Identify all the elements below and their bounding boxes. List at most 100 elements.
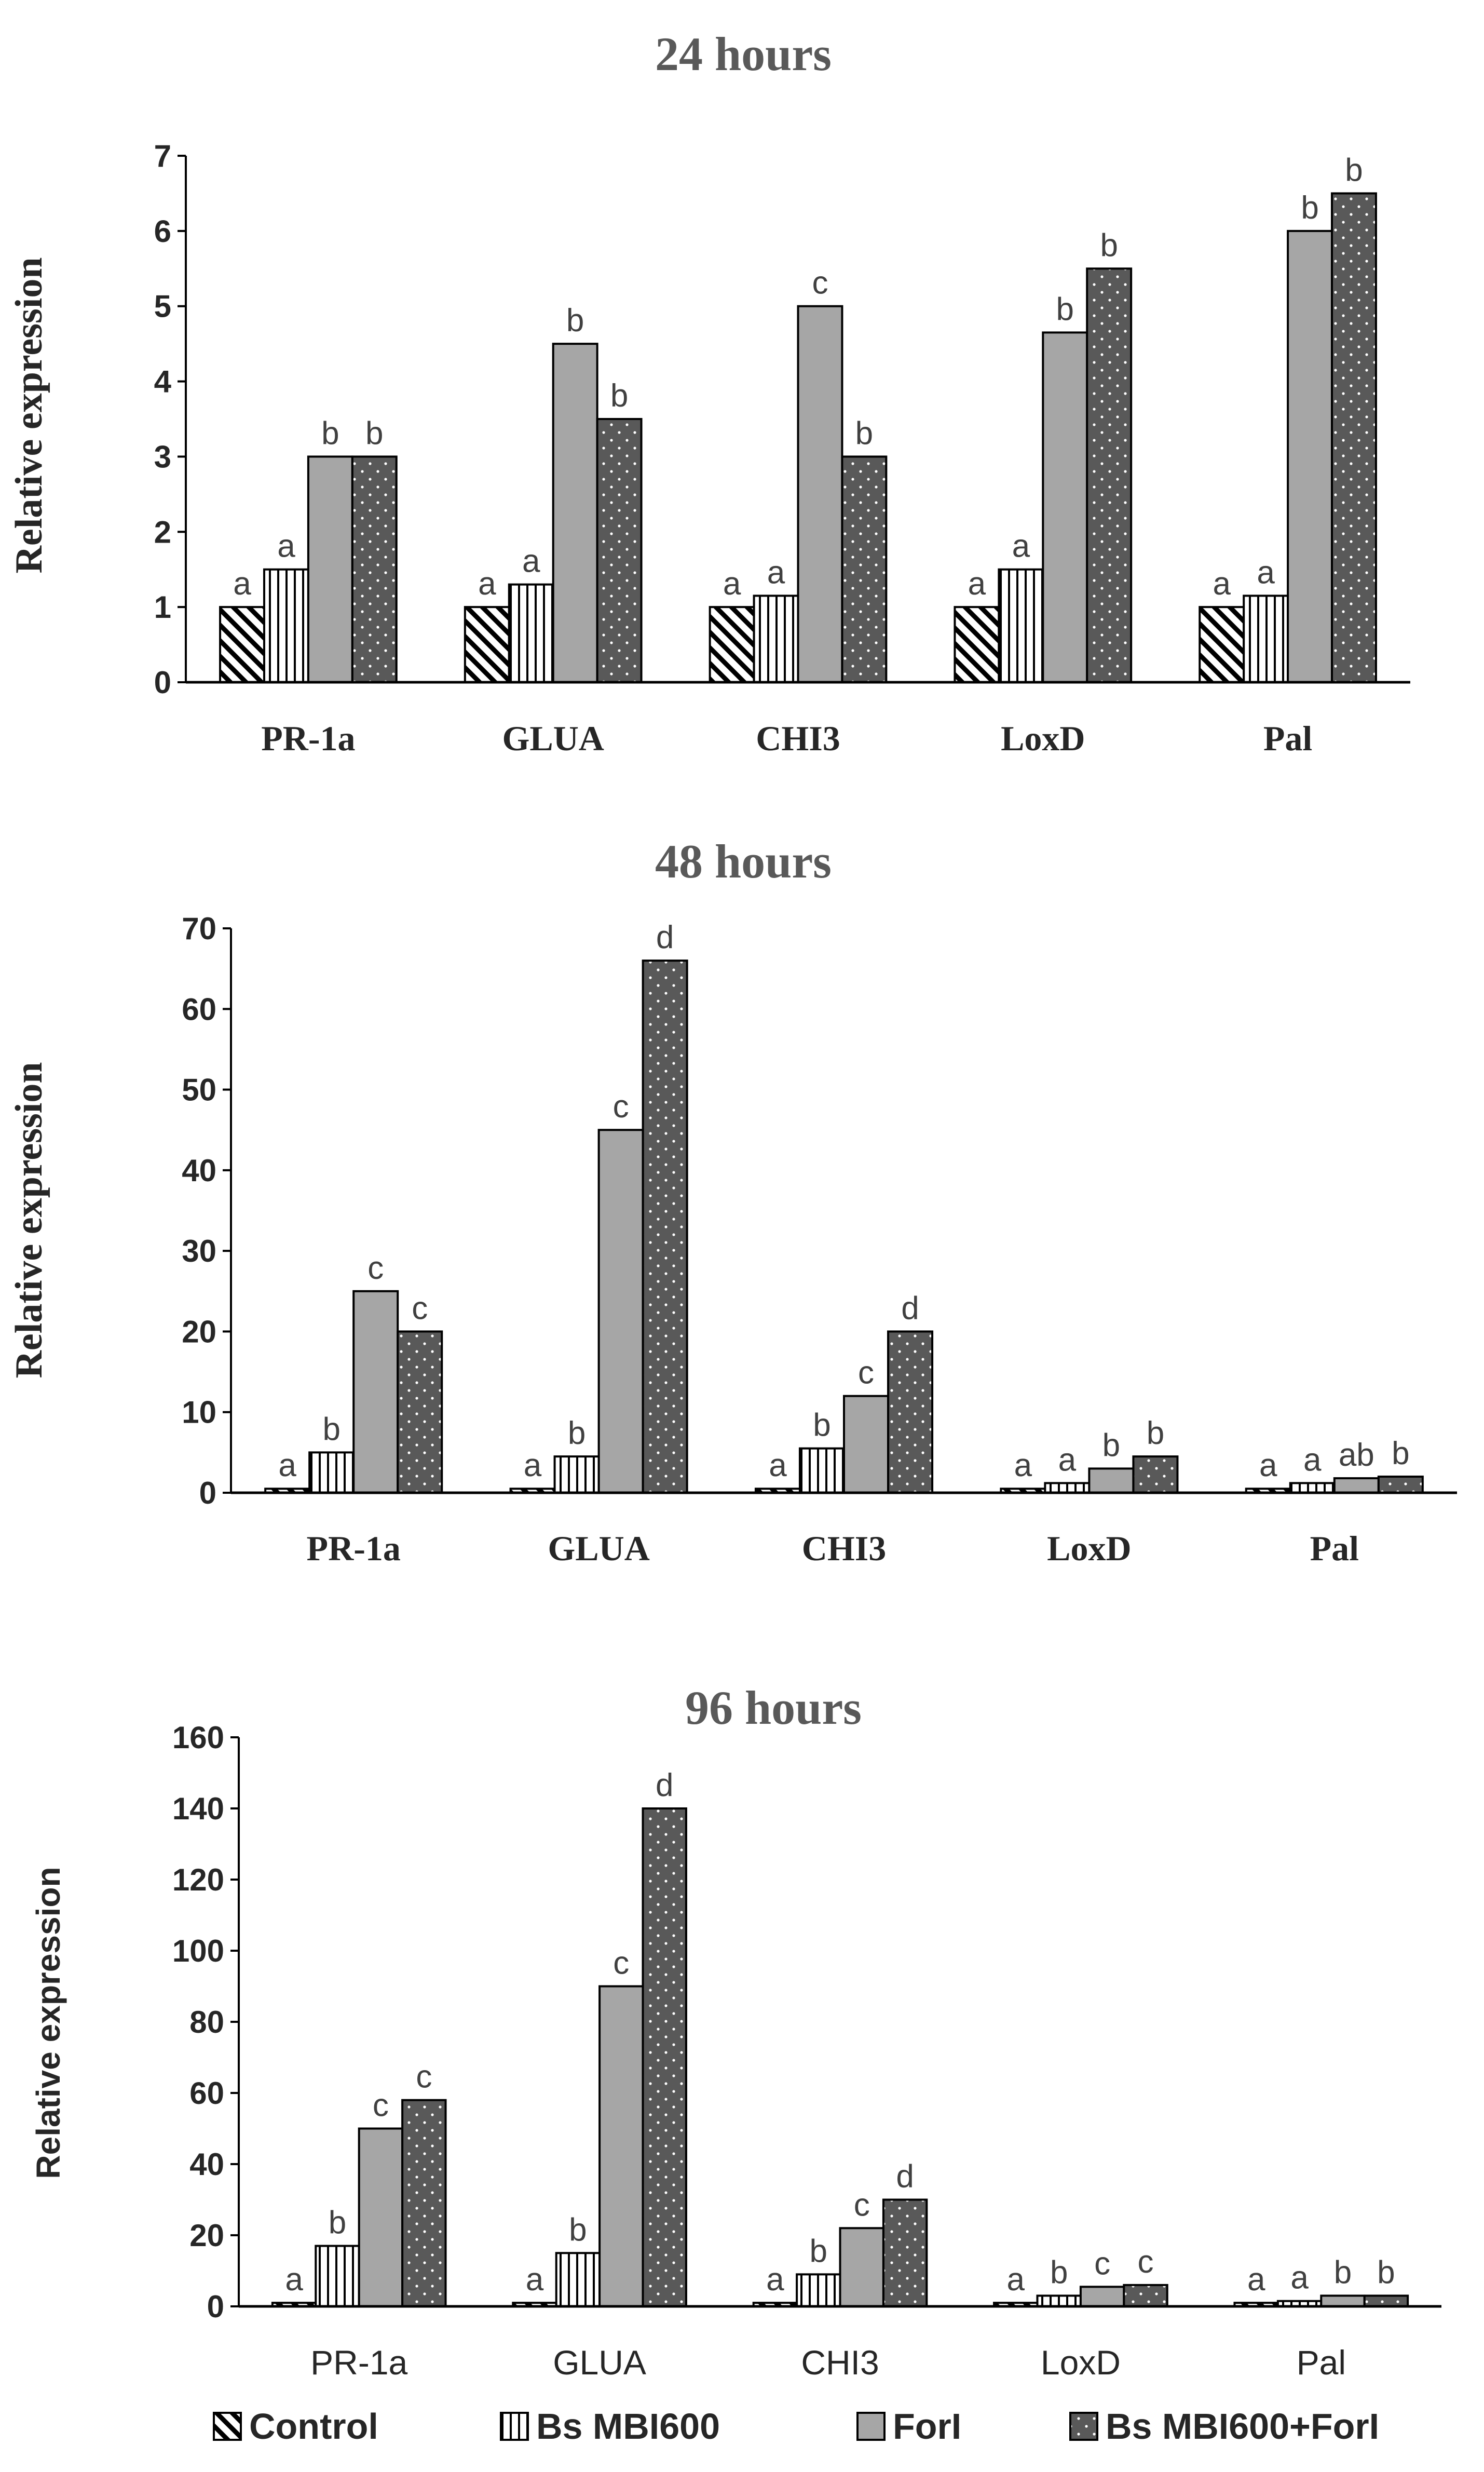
bar-fori-pr-1a [307,455,353,684]
x-tick-label-pal: Pal [1310,1529,1359,1568]
data-label: c [1138,2244,1154,2280]
data-label: a [277,529,295,564]
data-label: a [766,2262,784,2298]
chart-title: 96 hours [685,1681,862,1734]
data-label: b [1100,227,1118,263]
data-label: a [769,1448,787,1483]
data-label: c [854,2187,870,2223]
data-label: a [1012,529,1030,564]
bar-bs-mbi600-fori-pr-1a [351,455,398,684]
data-label: a [723,566,741,602]
bar-fori-chi3 [839,2227,884,2307]
data-label: a [478,566,496,602]
data-label: c [416,2059,432,2095]
y-tick-label: 0 [199,1476,216,1510]
legend-label-control: Control [249,2406,378,2447]
bar-bs-mbi600-fori-pal [1363,2294,1409,2308]
data-label: a [1303,1442,1322,1478]
bar-bs-mbi600-fori-chi3 [841,455,888,684]
y-tick-label: 10 [182,1395,216,1430]
bar-bs-mbi600-glua [508,583,554,683]
legend-label-bs-mbi600: Bs MBI600 [536,2406,720,2447]
data-label: a [1247,2262,1265,2298]
data-label: a [1213,566,1231,602]
data-label: c [613,1946,629,1981]
bar-fori-glua [598,1985,644,2307]
legend: Control Bs MBI600 ForI Bs MBI600+ForI [213,2406,1379,2447]
bar-bs-mbi600-fori-loxd [1123,2284,1168,2307]
data-label: a [233,566,251,602]
x-tick-label-pal: Pal [1297,2343,1346,2382]
bar-bs-mbi600-glua [555,2252,601,2307]
data-label: b [329,2205,346,2241]
panel-48-hours: 48 hours Relative expression 0 10 20 30 40 50 60… [8,835,1457,1568]
x-tick-label-chi3: CHI3 [801,2343,879,2382]
data-label: a [524,1448,542,1483]
data-label: a [1259,1448,1277,1483]
bar-fori-pr-1a [358,2127,404,2307]
bar-fori-pal [1287,229,1333,684]
bar-fori-glua [597,1129,644,1494]
bar-fori-loxd [1079,2286,1125,2308]
data-label: d [656,1767,673,1803]
y-tick-label: 0 [207,2289,224,2324]
x-tick-label-pal: Pal [1263,719,1312,758]
x-tick-label-glua: GLUA [502,719,604,758]
y-tick-label: 40 [189,2147,224,2182]
bar-control-loxd [954,606,1000,683]
bar-bs-mbi600-pr-1a [308,1451,355,1494]
legend-swatch-bs-mbi600-fori [1069,2412,1098,2441]
chart-title: 48 hours [655,835,832,888]
bar-bs-mbi600-fori-loxd [1132,1455,1179,1494]
data-label: b [569,2212,587,2248]
data-label: c [367,1250,384,1286]
data-label: b [813,1408,831,1443]
data-label: c [412,1290,428,1326]
data-label: a [1014,1448,1032,1483]
y-tick-label: 60 [189,2076,224,2111]
bar-fori-pr-1a [352,1290,399,1494]
bar-bs-mbi600-fori-pr-1a [401,2099,447,2307]
bar-bs-mbi600-fori-chi3 [887,1330,934,1494]
bar-fori-pal [1333,1477,1380,1494]
x-tick-label-pr-1a: PR-1a [261,719,355,758]
data-label: c [1094,2246,1110,2281]
bar-bs-mbi600-pal [1289,1482,1336,1494]
bar-bs-mbi600-fori-loxd [1086,267,1133,683]
y-axis-label: Relative expression [8,257,50,573]
y-tick-label: 120 [172,1862,224,1897]
bar-bs-mbi600-fori-chi3 [882,2198,928,2307]
data-label: b [1102,1427,1120,1463]
data-label: b [1301,190,1318,226]
data-label: c [812,265,828,301]
bar-control-chi3 [709,606,755,683]
data-label: b [1377,2254,1395,2290]
legend-swatch-control [213,2412,242,2441]
y-tick-label: 6 [154,214,171,249]
y-tick-label: 7 [154,139,171,173]
data-label: d [896,2159,914,2195]
data-label: a [285,2262,303,2298]
bar-bs-mbi600-fori-pr-1a [397,1330,443,1494]
y-tick-label: 70 [182,911,216,946]
data-label: b [1392,1436,1409,1471]
bar-bs-mbi600-fori-pal [1377,1475,1424,1494]
data-label: b [1334,2254,1352,2290]
data-label: b [566,303,584,339]
bar-fori-chi3 [797,305,843,683]
y-axis-label: Relative expression [30,1867,67,2179]
data-label: b [365,415,383,451]
y-axis-label: Relative expression [8,1062,50,1378]
bar-bs-mbi600-loxd [1044,1482,1091,1494]
bar-bs-mbi600-chi3 [796,2273,841,2308]
bar-fori-chi3 [843,1395,890,1494]
y-tick-label: 20 [189,2218,224,2253]
bar-bs-mbi600-pr-1a [315,2245,360,2307]
x-tick-label-chi3: CHI3 [756,719,840,758]
bar-bs-mbi600-glua [553,1455,600,1494]
x-tick-label-loxd: LoxD [1001,719,1085,758]
y-tick-label: 0 [154,665,171,700]
data-label: a [1007,2262,1025,2298]
